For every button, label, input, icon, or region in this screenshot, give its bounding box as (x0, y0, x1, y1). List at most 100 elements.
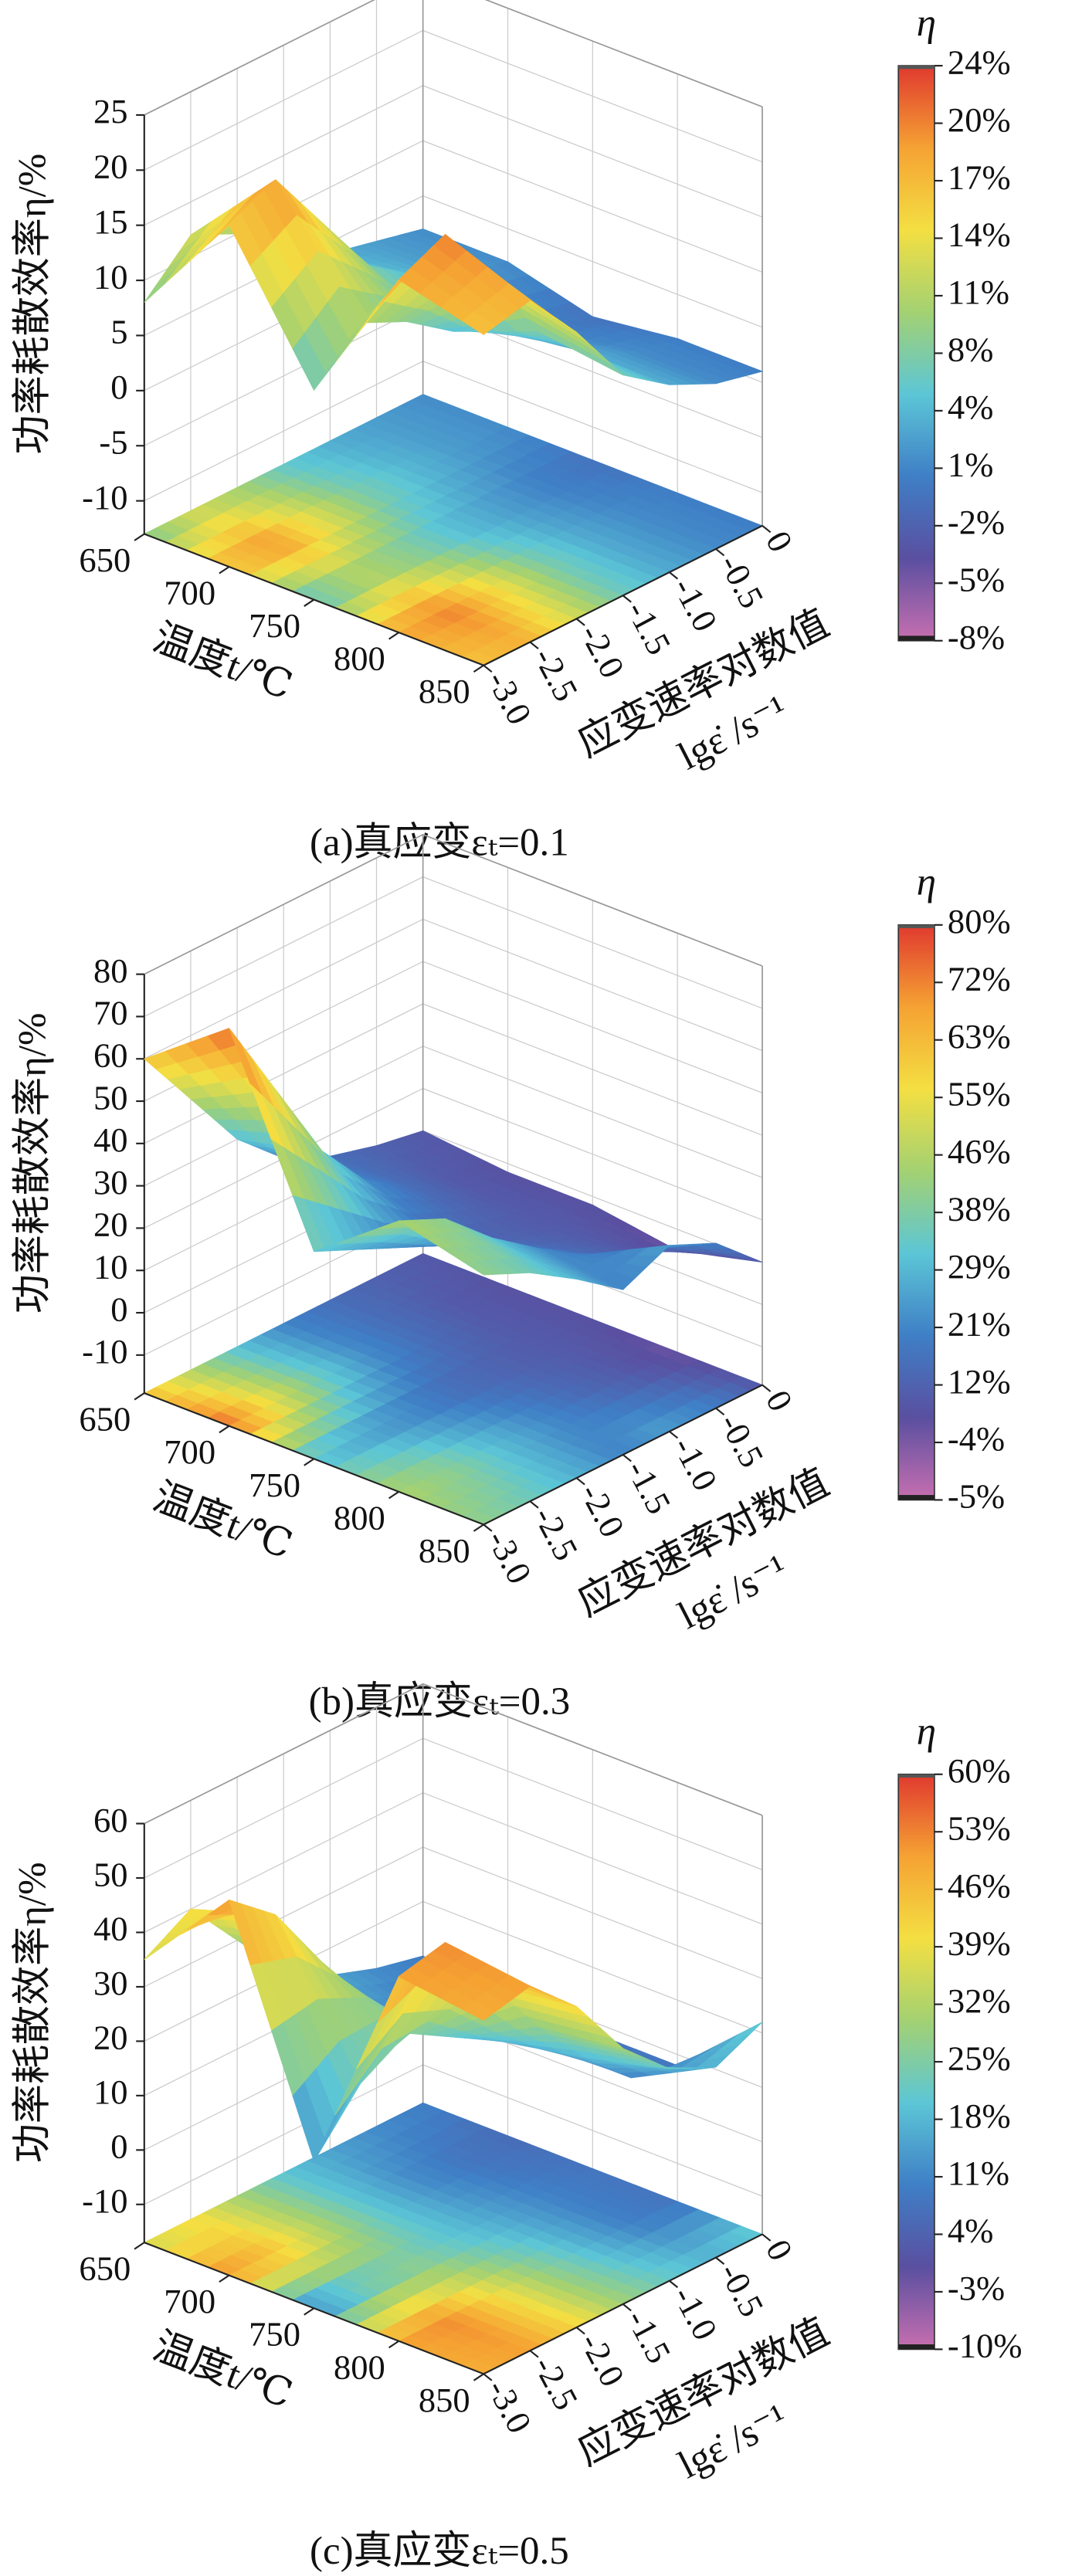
x-tick (473, 1524, 484, 1532)
y-tick-label: 0 (758, 1384, 801, 1417)
x-tick (388, 1490, 399, 1500)
colorbar (897, 1773, 935, 2351)
x-tick-label: 650 (79, 541, 131, 579)
x-tick-label: 800 (334, 1498, 385, 1537)
colorbar (897, 65, 935, 642)
colorbar-tick-label: -5% (948, 1477, 1005, 1516)
surface-patch (462, 311, 496, 335)
colorbar-cap (898, 1774, 934, 1778)
z-tick-label: 15 (93, 202, 128, 241)
z-tick-label: 0 (110, 368, 127, 406)
colorbar-tick-label: -4% (948, 1419, 1005, 1458)
z-tick-label: -10 (82, 1332, 127, 1371)
z-tick-label: 40 (93, 1120, 128, 1159)
z-tick-label: 20 (93, 1205, 128, 1244)
x-tick-label: 800 (334, 639, 385, 678)
x-tick (134, 1392, 145, 1401)
colorbar-tick-label: -5% (948, 560, 1005, 598)
y-tick-label: -3.0 (480, 2373, 539, 2439)
x-tick-label: 750 (249, 606, 300, 645)
z-tick-label: 5 (110, 313, 127, 351)
x-tick (304, 598, 315, 607)
y-tick (622, 1454, 632, 1463)
z-tick-label: -10 (82, 478, 127, 517)
z-tick-label: -5 (99, 422, 127, 461)
y-tick-label: -0.5 (712, 2256, 772, 2323)
y-tick (575, 1477, 585, 1486)
y-tick (715, 2256, 725, 2265)
colorbar-cap (898, 636, 934, 641)
x-tick (134, 533, 145, 541)
colorbar-tick-label: 53% (948, 1808, 1011, 1847)
surface-patch (729, 2022, 763, 2043)
colorbar-tick-label: -8% (948, 618, 1005, 656)
colorbar-tick-label: 25% (948, 2039, 1011, 2077)
x-tick-label: 700 (164, 2282, 215, 2320)
colorbar-tick-label: 1% (948, 446, 993, 484)
y-tick (483, 1524, 493, 1532)
surface-patch (155, 252, 189, 286)
z-tick-label: 0 (110, 2127, 127, 2166)
y-tick-label: -1.0 (666, 571, 725, 638)
colorbar-tick-label: 21% (948, 1304, 1011, 1343)
z-axis-title: 功率耗散效率η/% (11, 1862, 54, 2163)
x-tick (219, 566, 230, 575)
colorbar-cap (898, 66, 934, 69)
colorbar-tick-label: 39% (948, 1924, 1011, 1962)
x-tick (388, 632, 399, 640)
surface-patch (144, 267, 178, 303)
y-tick-label: -0.5 (712, 548, 772, 615)
z-tick-label: 80 (93, 951, 128, 990)
colorbar-tick-label: 60% (948, 1751, 1011, 1790)
y-tick (529, 1500, 539, 1509)
colorbar-tick-label: 14% (948, 215, 1011, 254)
colorbar-tick-label: 17% (948, 158, 1011, 196)
y-tick-label: -2.5 (526, 1500, 585, 1567)
colorbar-tick-label: 12% (948, 1362, 1011, 1401)
y-tick-label: -2.0 (572, 2327, 632, 2393)
x-tick (134, 2242, 145, 2250)
z-tick-label: 60 (93, 1035, 128, 1074)
colorbar-tick-label: 29% (948, 1247, 1011, 1286)
y-tick (669, 1430, 679, 1439)
colorbar-tick-label: 20% (948, 100, 1011, 139)
x-tick (473, 664, 484, 673)
colorbar-tick-label: 24% (948, 42, 1011, 81)
y-tick (622, 595, 632, 603)
colorbar-tick-label: 63% (948, 1017, 1011, 1056)
colorbar-cap (898, 924, 934, 929)
z-tick-label: 30 (93, 1163, 128, 1202)
caption: (a)真应变εₜ=0.1 (310, 821, 569, 864)
x-tick-label: 750 (249, 2315, 300, 2354)
x-tick (219, 1425, 230, 1434)
colorbar-tick-label: 80% (948, 902, 1011, 941)
colorbar-cap (898, 2344, 934, 2350)
colorbar-title: η (917, 860, 936, 903)
y-tick-label: -1.5 (619, 2303, 679, 2370)
y-tick-label: 0 (758, 525, 801, 558)
y-tick (529, 641, 539, 649)
z-tick-label: 10 (93, 257, 128, 296)
x-tick (304, 1458, 315, 1466)
y-tick (622, 2303, 632, 2312)
x-tick (219, 2274, 230, 2283)
colorbar-tick-label: -3% (948, 2269, 1005, 2307)
z-tick-label: 50 (93, 1078, 128, 1117)
y-tick-label: -0.5 (712, 1407, 772, 1473)
x-tick-label: 700 (164, 1432, 215, 1471)
colorbar-tick-label: 38% (948, 1189, 1011, 1228)
x-tick-label: 650 (79, 2249, 131, 2288)
colorbar-cap (898, 1495, 934, 1500)
y-tick (483, 2373, 493, 2381)
y-tick (483, 664, 493, 673)
z-tick-label: -10 (82, 2181, 127, 2220)
y-tick-label: -2.5 (526, 641, 585, 707)
x-tick-label: 650 (79, 1400, 131, 1439)
y-tick-label: -1.5 (619, 1454, 679, 1520)
y-tick-label: -3.0 (480, 664, 539, 730)
box-edge (144, 0, 763, 116)
colorbar-tick-label: 55% (948, 1074, 1011, 1113)
x-tick-label: 850 (419, 1531, 470, 1570)
